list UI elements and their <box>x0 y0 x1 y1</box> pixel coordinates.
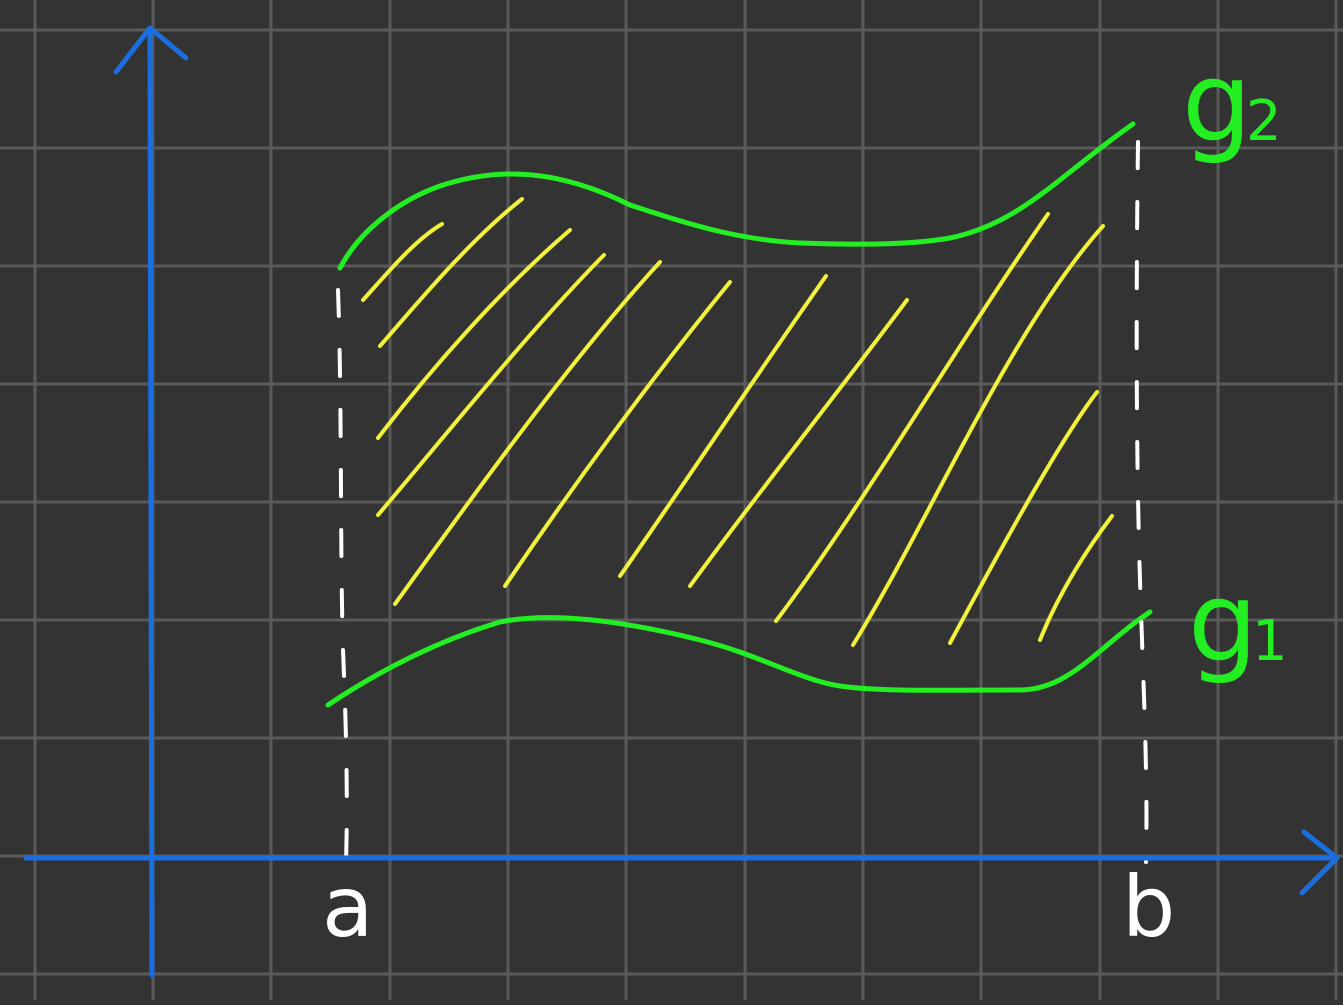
shaded-region-hatching <box>361 197 1114 647</box>
label-a: a <box>322 858 373 956</box>
label-b: b <box>1122 858 1175 956</box>
curve-g1 <box>325 609 1153 708</box>
x-axis-arrowhead <box>1299 829 1340 896</box>
hatch-line <box>948 390 1099 645</box>
hatch-line <box>618 274 828 578</box>
axes <box>23 25 1340 978</box>
hatch-line <box>503 280 732 588</box>
y-axis-arrowhead <box>113 25 189 75</box>
hatch-line <box>361 222 444 302</box>
bound-line-a <box>336 288 349 864</box>
hatch-line <box>851 224 1105 647</box>
hatch-line <box>688 298 909 588</box>
curve-g2 <box>337 121 1136 271</box>
bound-line-b <box>1134 140 1149 864</box>
bound-lines <box>336 140 1149 864</box>
hatch-line <box>774 212 1050 623</box>
label-g1: g <box>1188 558 1258 686</box>
hatch-line <box>1038 514 1114 642</box>
hatch-line <box>376 253 606 517</box>
hatch-line <box>393 260 662 606</box>
y-axis <box>147 29 155 978</box>
label-g1-subscript: 1 <box>1252 609 1288 674</box>
curves <box>325 121 1153 708</box>
hatch-line <box>378 197 524 348</box>
hatch-line <box>376 228 572 440</box>
label-g2: g <box>1182 38 1252 166</box>
label-g2-subscript: 2 <box>1246 89 1282 154</box>
